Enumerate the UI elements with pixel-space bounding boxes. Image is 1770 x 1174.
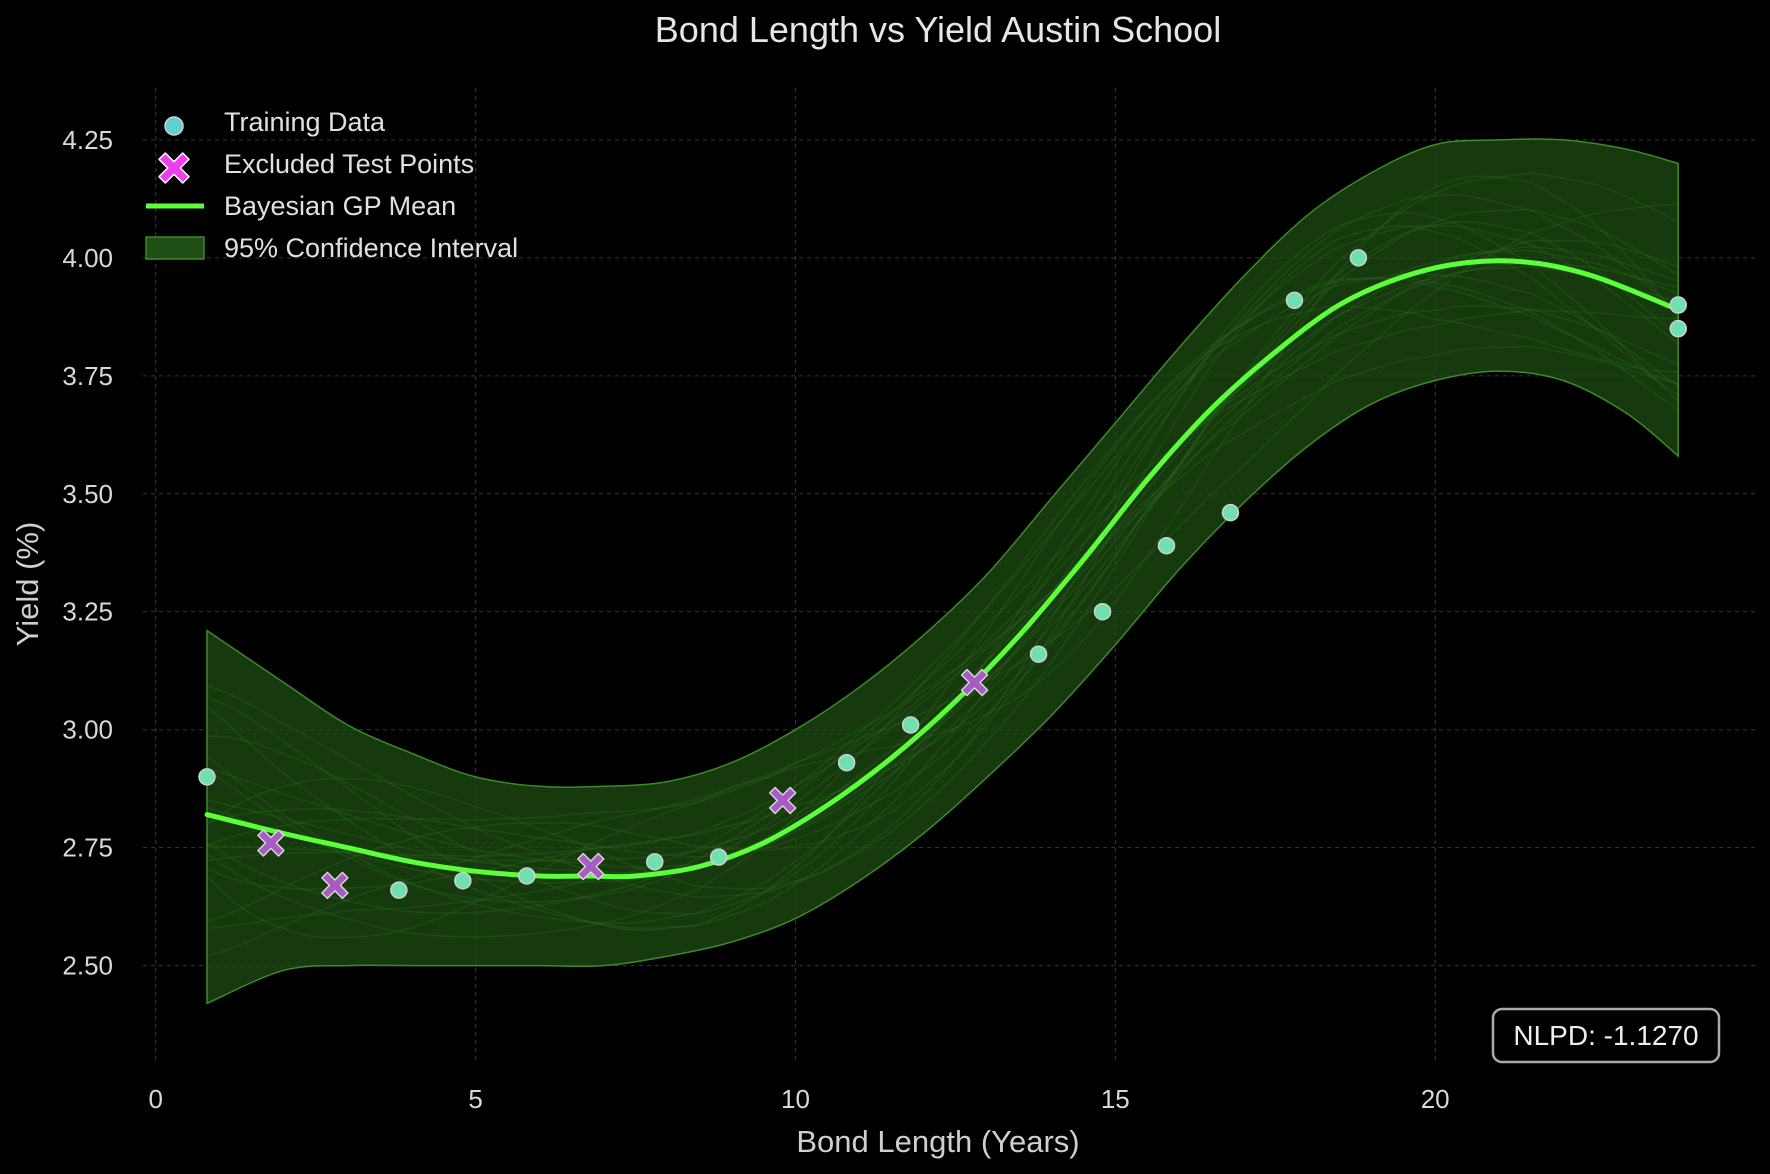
confidence-interval-band <box>206 138 1679 1005</box>
training-point <box>1029 645 1048 663</box>
axes: 0 5 10 15 20 2.50 2.75 3.00 3.25 3.50 3.75 4.00 4.25 <box>62 125 1449 1114</box>
legend-item-mean: Bayesian GP Mean <box>146 191 456 221</box>
annotation-frame <box>1491 1007 1721 1064</box>
confidence-interval-band-area <box>206 138 1679 1005</box>
y-tick-label: 3.25 <box>62 597 113 627</box>
legend-swatch-ci <box>145 236 205 260</box>
excluded-test-point <box>960 668 989 697</box>
legend-swatch-excluded <box>158 152 190 184</box>
gp-mean-line <box>204 258 1681 880</box>
legend-item-training: Training Data <box>164 107 386 137</box>
x-tick-label: 10 <box>781 1084 810 1114</box>
training-point <box>709 848 728 866</box>
nlpd-annotation: NLPD: -1.1270 <box>1513 1020 1698 1051</box>
training-point <box>1221 503 1240 522</box>
training-point <box>1285 291 1304 310</box>
y-tick-label: 3.75 <box>62 361 113 391</box>
excluded-test-point <box>321 871 349 900</box>
data-points <box>198 249 1687 900</box>
training-point <box>1157 536 1176 555</box>
training-point <box>390 881 408 899</box>
training-point <box>1349 249 1368 267</box>
legend-item-excluded: Excluded Test Points <box>158 149 474 184</box>
training-point <box>454 871 472 890</box>
training-point <box>198 768 216 786</box>
legend-label: 95% Confidence Interval <box>224 233 518 263</box>
y-tick-label: 3.00 <box>62 715 113 745</box>
x-axis-label: Bond Length (Years) <box>796 1124 1079 1159</box>
y-tick-label: 3.50 <box>62 479 113 509</box>
training-point <box>1669 319 1687 338</box>
gp-mean-line-group <box>204 258 1681 880</box>
x-tick-label: 20 <box>1421 1084 1450 1114</box>
excluded-test-point <box>768 786 797 815</box>
x-tick-label: 0 <box>149 1084 163 1114</box>
training-point <box>1669 296 1687 314</box>
legend-label: Excluded Test Points <box>224 149 474 179</box>
training-point <box>837 753 856 772</box>
excluded-test-point <box>257 829 285 857</box>
training-point <box>1093 602 1112 621</box>
training-point <box>518 867 536 885</box>
training-point <box>901 716 920 734</box>
legend-swatch-training <box>164 116 184 136</box>
y-tick-label: 2.50 <box>62 951 113 981</box>
y-tick-label: 4.00 <box>62 243 113 273</box>
x-tick-label: 5 <box>468 1084 482 1114</box>
nlpd-annotation-box: NLPD: -1.1270 <box>1491 1007 1721 1064</box>
y-tick-label: 4.25 <box>62 125 113 155</box>
y-axis-label: Yield (%) <box>10 522 45 647</box>
training-point <box>645 853 664 871</box>
legend-item-ci: 95% Confidence Interval <box>145 233 518 263</box>
y-tick-label: 2.75 <box>62 833 113 863</box>
legend-label: Bayesian GP Mean <box>224 191 456 221</box>
legend: Training Data Excluded Test Points Bayesia… <box>145 107 518 263</box>
excluded-test-point <box>577 852 605 881</box>
legend-label: Training Data <box>224 107 386 137</box>
x-tick-label: 15 <box>1101 1084 1130 1114</box>
chart-title: Bond Length vs Yield Austin School <box>655 9 1221 50</box>
